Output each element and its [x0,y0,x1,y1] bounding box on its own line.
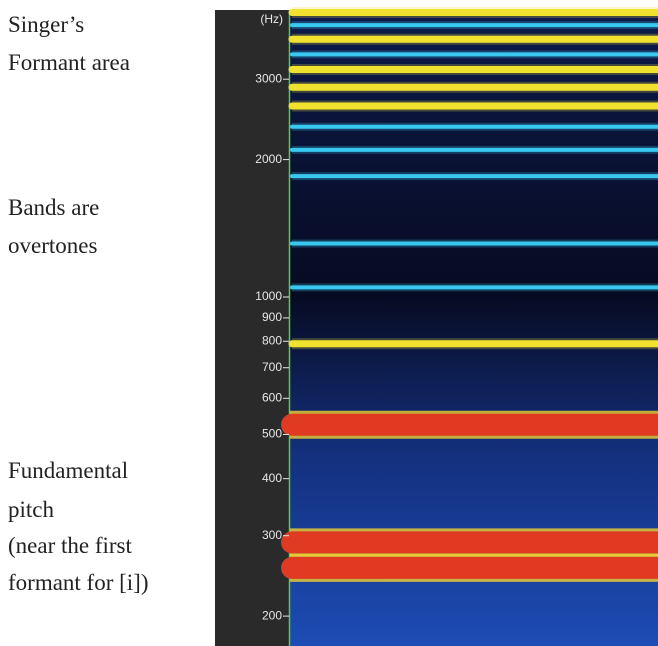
y-tick-label: 200 [262,608,282,622]
y-tick-label: 800 [262,333,282,347]
y-tick-label: 3000 [255,71,282,85]
annotation: overtones [8,233,97,258]
y-tick-label: 300 [262,528,282,542]
y-tick-label: 500 [262,427,282,441]
annotation: Singer’s [8,12,84,37]
annotation: Fundamental [8,458,128,483]
axis-strip [215,10,290,646]
y-axis-label: (Hz) [260,12,283,26]
annotation: Bands are [8,195,99,220]
annotation: formant for [i]) [8,570,149,595]
y-tick-label: 2000 [255,152,282,166]
annotation: pitch [8,497,54,522]
y-tick-label: 700 [262,360,282,374]
y-tick-label: 1000 [255,289,282,303]
y-tick-label: 400 [262,471,282,485]
annotation: (near the first [8,533,132,558]
y-tick-label: 600 [262,390,282,404]
annotation: Formant area [8,50,130,75]
y-tick-label: 900 [262,310,282,324]
